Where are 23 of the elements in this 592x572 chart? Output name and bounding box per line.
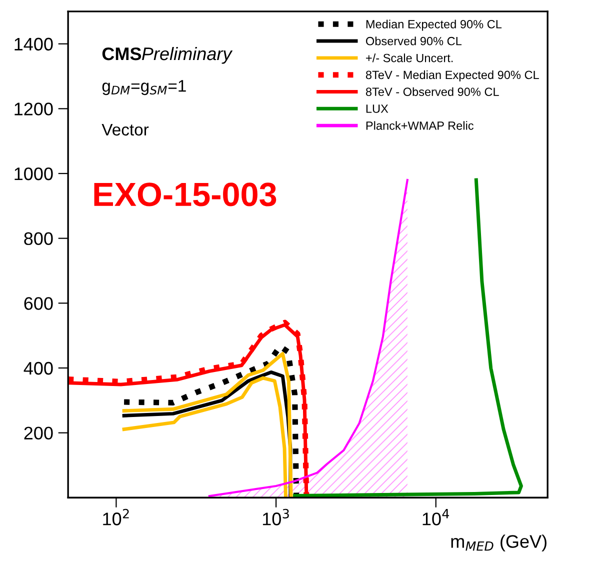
y-tick-label: 600 [24, 297, 53, 310]
annotation: g$_{DM}$=g$_{SM}$=1 [102, 80, 186, 96]
y-tick-label: 200 [24, 426, 53, 440]
legend-label: +/- Scale Uncert. [366, 54, 453, 62]
annotation: Vector [102, 124, 149, 136]
legend-label: LUX [366, 104, 388, 113]
x-axis-title: m$_{MED}$ (GeV) [451, 534, 546, 552]
y-tick-label: 1400 [14, 38, 53, 51]
y-tick-label: 800 [24, 232, 53, 246]
annotation: Preliminary [142, 46, 233, 64]
x-tick-label: 10$^{3}$ [262, 508, 289, 526]
legend-label: Observed 90% CL [366, 36, 462, 46]
x-tick-label: 10$^{4}$ [422, 509, 450, 526]
y-tick-label: 1000 [14, 167, 53, 180]
legend-label: Median Expected 90% CL [366, 20, 502, 31]
legend-label: 8TeV - Median Expected 90% CL [366, 70, 539, 82]
legend-label: Planck+WMAP Relic [366, 121, 474, 130]
x-tick-label: 10$^{2}$ [103, 508, 129, 526]
annotation: EXO-15-003 [94, 182, 276, 206]
y-tick-label: 1200 [14, 102, 53, 116]
legend-label: 8TeV - Observed 90% CL [366, 87, 499, 96]
annotation: CMS [102, 47, 142, 60]
y-tick-label: 400 [24, 362, 53, 375]
